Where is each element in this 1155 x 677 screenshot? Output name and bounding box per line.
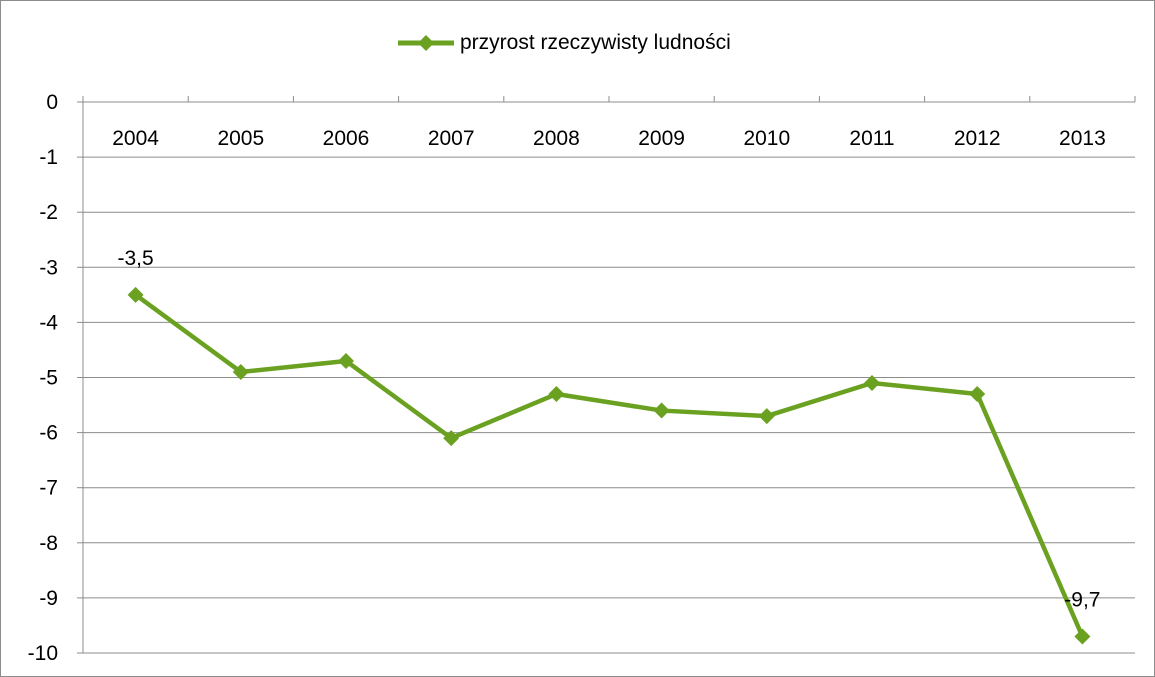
data-point-marker — [338, 352, 354, 369]
x-tick-label: 2010 — [743, 127, 790, 150]
x-tick-label: 2004 — [112, 127, 159, 150]
legend-marker-icon — [398, 35, 454, 51]
x-tick-label: 2006 — [323, 127, 370, 150]
data-point-marker — [443, 430, 460, 447]
data-point-marker — [127, 286, 144, 303]
legend-label: przyrost rzeczywisty ludności — [460, 31, 731, 54]
data-point-marker — [758, 408, 775, 425]
y-tick-label: -9 — [39, 587, 58, 610]
x-tick-label: 2012 — [954, 127, 1001, 150]
y-tick-label: -4 — [39, 311, 58, 334]
y-tick-label: -10 — [28, 642, 58, 665]
x-tick-label: 2009 — [638, 127, 685, 150]
data-point-marker — [548, 386, 565, 403]
y-tick-label: -1 — [39, 146, 58, 169]
y-tick-label: -7 — [39, 477, 58, 500]
data-point-marker — [969, 386, 986, 403]
x-tick-label: 2013 — [1059, 127, 1106, 150]
y-tick-label: -8 — [39, 532, 58, 555]
x-tick-label: 2008 — [533, 127, 580, 150]
x-tick-label: 2011 — [849, 127, 894, 150]
data-point-marker — [1074, 628, 1091, 645]
data-label: -9,7 — [1064, 588, 1100, 611]
y-tick-label: -6 — [39, 422, 58, 445]
data-point-marker — [653, 402, 670, 419]
data-point-marker — [864, 375, 880, 392]
legend: przyrost rzeczywisty ludności — [396, 31, 731, 55]
series-line — [134, 293, 1085, 638]
x-tick-label: 2007 — [428, 127, 475, 150]
data-point-marker — [232, 363, 249, 380]
x-tick-label: 2005 — [217, 127, 264, 150]
y-tick-label: -2 — [39, 201, 58, 224]
y-tick-label: 0 — [46, 91, 58, 114]
y-tick-label: -3 — [39, 256, 58, 279]
y-tick-label: -5 — [39, 367, 58, 390]
data-label: -3,5 — [118, 247, 154, 270]
